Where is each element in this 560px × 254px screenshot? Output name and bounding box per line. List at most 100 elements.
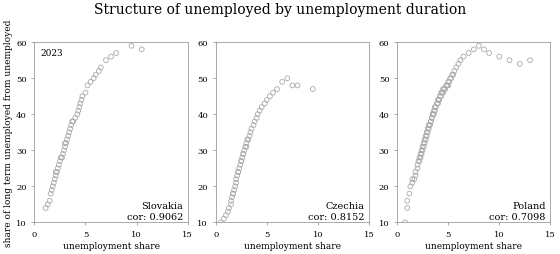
Point — [273, 88, 282, 92]
Point — [416, 152, 425, 156]
Point — [66, 127, 74, 131]
Point — [405, 192, 414, 196]
Point — [237, 160, 246, 164]
Point — [47, 188, 56, 192]
Point — [426, 120, 435, 124]
Point — [437, 91, 446, 95]
Point — [438, 88, 447, 92]
Point — [430, 109, 438, 113]
Point — [249, 123, 258, 128]
Point — [230, 188, 239, 192]
Point — [420, 138, 429, 142]
Point — [49, 181, 58, 185]
Point — [440, 88, 449, 92]
Point — [293, 84, 302, 88]
Point — [505, 59, 514, 63]
X-axis label: unemployment share: unemployment share — [63, 241, 160, 250]
Point — [241, 145, 250, 149]
Point — [46, 192, 55, 196]
Point — [91, 73, 100, 77]
Point — [227, 199, 236, 203]
Point — [262, 99, 271, 103]
Point — [247, 127, 256, 131]
Point — [77, 99, 86, 103]
Point — [68, 120, 77, 124]
Point — [52, 174, 60, 178]
Point — [408, 181, 417, 185]
Point — [432, 102, 441, 106]
Point — [424, 123, 433, 128]
Point — [137, 48, 146, 52]
Point — [238, 156, 247, 160]
Text: cor: 0.8152: cor: 0.8152 — [308, 212, 365, 221]
Point — [431, 106, 440, 110]
Point — [419, 145, 428, 149]
Point — [242, 141, 251, 146]
Point — [234, 170, 242, 174]
Point — [57, 156, 66, 160]
Point — [265, 95, 274, 99]
Point — [75, 106, 84, 110]
Point — [442, 84, 451, 88]
Point — [433, 102, 442, 106]
Point — [436, 95, 445, 99]
Point — [417, 149, 426, 153]
Point — [69, 120, 78, 124]
Point — [288, 84, 297, 88]
Point — [417, 152, 426, 156]
Point — [225, 206, 234, 210]
Point — [227, 202, 236, 207]
Point — [67, 123, 76, 128]
Point — [74, 109, 83, 113]
Point — [235, 167, 244, 171]
Point — [50, 178, 59, 182]
Point — [484, 52, 493, 56]
Point — [106, 55, 115, 59]
Point — [437, 95, 446, 99]
Point — [48, 185, 57, 189]
Point — [426, 120, 435, 124]
Point — [60, 145, 69, 149]
Y-axis label: share of long term unemployed from unemployed: share of long term unemployed from unemp… — [4, 20, 13, 246]
Point — [413, 167, 422, 171]
Point — [64, 131, 73, 135]
Point — [435, 99, 444, 103]
Point — [223, 210, 232, 214]
Point — [464, 52, 473, 56]
Point — [411, 170, 420, 174]
Point — [430, 113, 438, 117]
Point — [232, 178, 241, 182]
Point — [228, 192, 237, 196]
Point — [525, 59, 534, 63]
Text: Poland: Poland — [512, 201, 546, 210]
Point — [444, 84, 452, 88]
Point — [239, 152, 248, 156]
Point — [244, 138, 253, 142]
Text: Structure of unemployed by unemployment duration: Structure of unemployed by unemployment … — [94, 3, 466, 17]
Point — [423, 131, 432, 135]
Point — [94, 70, 103, 74]
Point — [240, 149, 249, 153]
Point — [243, 138, 252, 142]
Point — [96, 66, 105, 70]
Point — [452, 66, 461, 70]
Point — [58, 156, 67, 160]
Point — [424, 127, 433, 131]
Point — [45, 199, 54, 203]
Point — [422, 134, 431, 138]
Text: cor: 0.9062: cor: 0.9062 — [127, 212, 183, 221]
Point — [53, 167, 62, 171]
Point — [41, 206, 50, 210]
Point — [233, 174, 242, 178]
Point — [422, 131, 431, 135]
Point — [260, 102, 269, 106]
Text: cor: 0.7098: cor: 0.7098 — [489, 212, 546, 221]
Point — [52, 170, 60, 174]
Point — [55, 160, 64, 164]
Point — [54, 163, 63, 167]
Point — [83, 84, 92, 88]
Point — [250, 120, 259, 124]
Point — [421, 138, 430, 142]
Point — [64, 134, 73, 138]
Point — [168, 27, 177, 31]
